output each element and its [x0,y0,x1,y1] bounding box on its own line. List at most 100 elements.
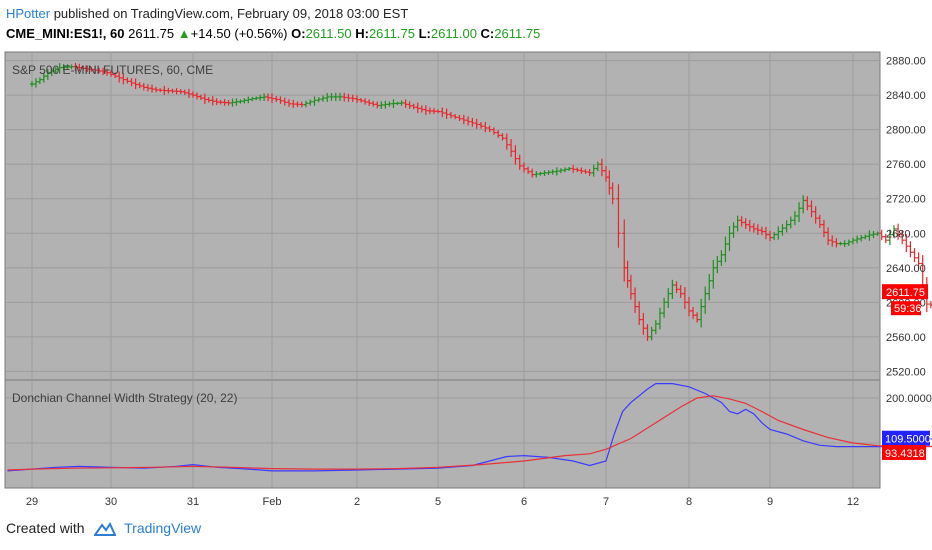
time-tick-label: 2 [354,496,360,508]
ohlc-bar [768,231,772,242]
ohlc-bar [137,82,142,89]
ohlc-bar [363,98,368,105]
tradingview-logo-icon [94,522,117,537]
ohlc-bar [291,99,296,108]
published-text: published on TradingView.com, February 0… [53,6,409,21]
ohlc-bar [851,237,855,245]
ohlc-bar [346,93,351,102]
ohlc-bar [202,93,207,104]
tradingview-brand[interactable]: TradingView [124,520,202,536]
publisher-line: HPotter published on TradingView.com, Fe… [6,6,408,21]
price-tick-label: 2680.00 [886,228,926,240]
ohlc-bar [842,240,847,247]
ohlc-bar [427,107,432,115]
ohlc-bar [538,171,543,176]
ohlc-bar [496,130,501,138]
ohlc-bar [329,92,334,101]
ohlc-bar [41,73,46,83]
chart-canvas[interactable]: S&P 500 E-MINI FUTURES, 60, CME 2880.002… [0,48,932,514]
ohlc-bar [49,67,54,77]
price-pane[interactable] [4,51,881,381]
ohlc-bar [246,96,251,104]
ohlc-bar [238,99,243,104]
ohlc-bar [399,100,404,106]
price-tick-label: 2640.00 [886,263,926,275]
ohlc-bar [242,98,247,104]
low-label: L: [418,26,431,41]
price-change: +14.50 (+0.56%) [190,26,288,41]
ohlc-bar [896,223,901,240]
ohlc-bar [333,92,338,102]
ohlc-bar [855,235,860,244]
ohlc-bar [65,64,70,70]
ohlc-bar [218,99,223,105]
ohlc-bar [125,77,130,84]
ohlc-bar [838,241,843,246]
ohlc-bar [375,101,380,109]
ohlc-bar [206,97,211,103]
ohlc-bar [908,241,913,258]
ohlc-bar [731,222,736,238]
open-value: 2611.50 [305,26,352,41]
average-value-tag [882,444,926,460]
time-tick-label: 12 [847,496,859,508]
close-label: C: [480,26,495,41]
ohlc-bar [419,105,424,113]
ohlc-bar [141,82,146,91]
ohlc-bar [662,297,667,318]
ohlc-bar [691,307,696,320]
countdown-tag [891,301,921,316]
ohlc-bar [834,238,839,248]
ohlc-bar [703,286,708,314]
ohlc-bar [554,167,559,176]
ohlc-bar [222,99,227,106]
price-bars [30,62,932,341]
ohlc-bar [522,162,526,173]
ohlc-bar [743,218,748,229]
ohlc-bar [805,196,810,211]
publisher-user[interactable]: HPotter [6,6,51,21]
low-value: 2611.00 [430,26,477,41]
ohlc-bar [575,167,580,173]
ohlc-bar [85,65,90,72]
ohlc-bar [150,84,154,93]
ohlc-bar [387,101,392,107]
ohlc-bar [879,229,884,241]
ohlc-bar [759,226,764,236]
close-value: 2611.75 [494,26,541,41]
ohlc-bar [262,93,267,101]
ohlc-bar [711,259,716,289]
time-axis[interactable]: 29 30 31 Feb 2 5 6 7 8 9 12 [5,487,880,508]
ohlc-bar [500,133,505,141]
ohlc-bar [444,108,449,119]
ohlc-bar [883,233,888,244]
ohlc-bar [707,274,712,301]
ohlc-bar [69,64,74,70]
indicator-title: Donchian Channel Width Strategy (20, 22) [12,391,237,405]
ohlc-bar [542,170,547,176]
ohlc-bar [423,105,428,115]
ohlc-bar [817,214,822,229]
chart-frame[interactable]: S&P 500 E-MINI FUTURES, 60, CME 2880.00 2… [0,48,932,514]
average-line [7,395,932,471]
ohlc-bar [440,107,445,118]
ohlc-bar [530,168,535,178]
ohlc-bar [270,93,274,104]
ohlc-bar [813,206,818,224]
ohlc-bar [534,171,539,178]
ohlc-bar [234,98,239,106]
price-grid [5,52,880,380]
ohlc-bar [105,68,110,76]
ohlc-bar [453,114,458,120]
ohlc-bar [178,89,183,95]
ohlc-bar [299,101,304,108]
ohlc-bar [797,202,802,222]
ohlc-bar [912,248,917,263]
ohlc-bar [379,101,384,110]
ohlc-bar [772,232,777,241]
ohlc-bar [591,164,596,177]
ohlc-bar [308,99,313,106]
ohlc-bar [304,100,308,108]
ohlc-bar [342,92,347,102]
ohlc-bar [194,92,199,100]
